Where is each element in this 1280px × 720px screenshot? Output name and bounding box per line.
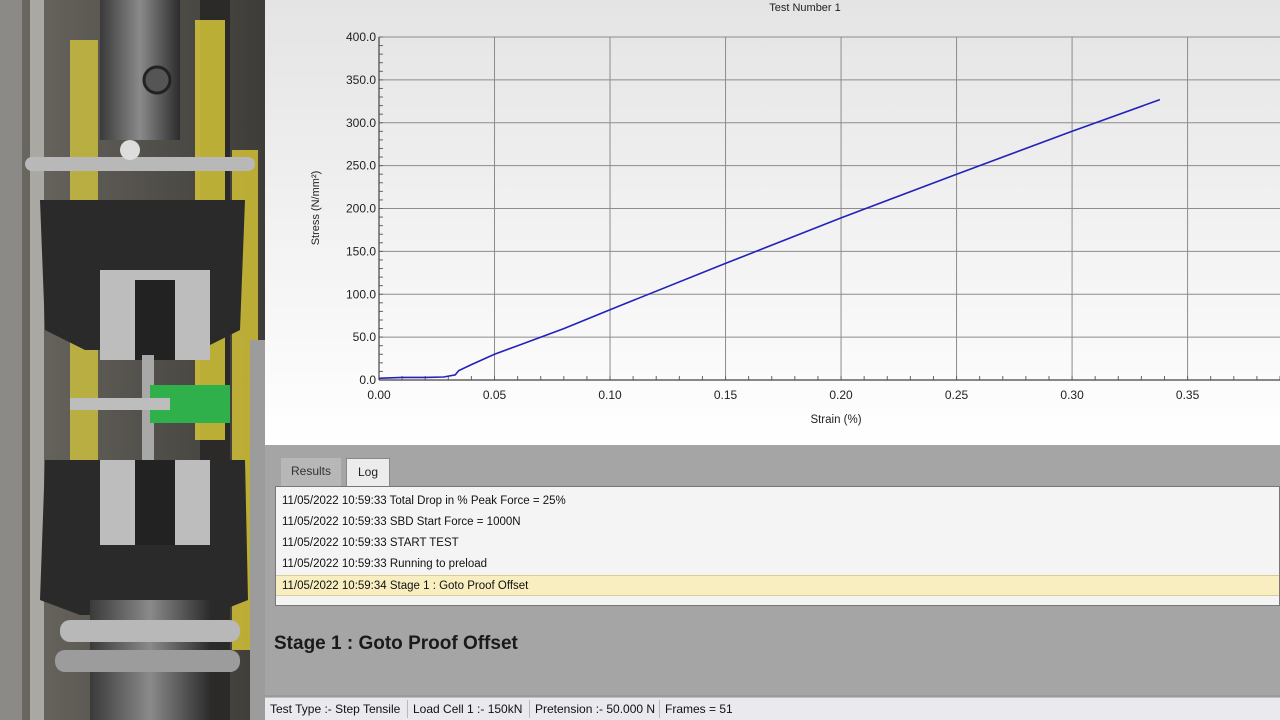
- y-tick-label: 250.0: [346, 159, 376, 173]
- log-entry[interactable]: 11/05/2022 10:59:33 SBD Start Force = 10…: [282, 516, 521, 528]
- y-tick-label: 300.0: [346, 116, 376, 130]
- log-entry[interactable]: 11/05/2022 10:59:33 START TEST: [282, 537, 459, 549]
- status-pretension: Pretension :- 50.000 N: [530, 700, 660, 718]
- tick-labels: 0.00 0.05 0.10 0.15 0.20 0.25 0.30 0.35 0.0 50.0 1…: [346, 30, 1200, 402]
- x-tick-label: 0.30: [1060, 388, 1084, 402]
- grid: [379, 36, 1280, 380]
- x-tick-label: 0.00: [367, 388, 391, 402]
- y-tick-label: 50.0: [353, 330, 377, 344]
- x-axis-label: Strain (%): [810, 414, 861, 426]
- status-load-cell: Load Cell 1 :- 150kN: [408, 700, 530, 718]
- y-tick-label: 0.0: [359, 373, 376, 387]
- camera-feed: [0, 0, 265, 720]
- y-tick-label: 350.0: [346, 73, 376, 87]
- log-entry-selected[interactable]: 11/05/2022 10:59:34 Stage 1 : Goto Proof…: [276, 575, 1279, 596]
- plot-area: [265, 0, 1280, 445]
- series-line: [378, 98, 1161, 380]
- chart-title: Test Number 1: [769, 2, 841, 14]
- tab-results[interactable]: Results: [281, 458, 342, 486]
- x-tick-label: 0.25: [945, 388, 969, 402]
- lower-panel: Results Log 11/05/2022 10:59:33 Total Dr…: [265, 445, 1280, 695]
- y-tick-label: 400.0: [346, 30, 376, 44]
- y-tick-label: 150.0: [346, 244, 376, 258]
- series-group: [378, 98, 1161, 380]
- log-entry[interactable]: 11/05/2022 10:59:33 Total Drop in % Peak…: [282, 495, 566, 507]
- y-tick-label: 200.0: [346, 202, 376, 216]
- status-bar: Test Type :- Step Tensile Load Cell 1 :-…: [265, 697, 1280, 720]
- x-tick-label: 0.05: [483, 388, 507, 402]
- axes: [378, 36, 1280, 381]
- x-tick-label: 0.35: [1176, 388, 1200, 402]
- x-tick-label: 0.15: [714, 388, 738, 402]
- status-test-type: Test Type :- Step Tensile: [265, 700, 408, 718]
- y-axis-label: Stress (N/mm²): [310, 171, 322, 246]
- y-tick-label: 100.0: [346, 287, 376, 301]
- log-list[interactable]: 11/05/2022 10:59:33 Total Drop in % Peak…: [275, 486, 1280, 606]
- current-stage: Stage 1 : Goto Proof Offset: [274, 633, 518, 654]
- log-entry[interactable]: 11/05/2022 10:59:33 Running to preload: [282, 558, 488, 570]
- status-frames: Frames = 51: [665, 702, 733, 716]
- stress-strain-chart: 0.00 0.05 0.10 0.15 0.20 0.25 0.30 0.35 0.0 50.0 1…: [265, 0, 1280, 445]
- x-tick-label: 0.20: [829, 388, 853, 402]
- tab-log[interactable]: Log: [346, 458, 390, 486]
- x-tick-label: 0.10: [598, 388, 622, 402]
